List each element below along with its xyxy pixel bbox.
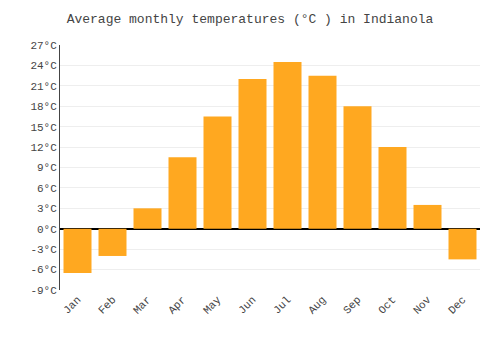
svg-text:18°C: 18°C xyxy=(30,101,57,113)
svg-text:Sep: Sep xyxy=(341,294,363,316)
svg-text:24°C: 24°C xyxy=(30,60,57,72)
svg-text:May: May xyxy=(201,294,224,317)
svg-text:Oct: Oct xyxy=(376,294,398,316)
svg-text:27°C: 27°C xyxy=(30,40,57,52)
svg-text:15°C: 15°C xyxy=(30,122,57,134)
svg-text:Jun: Jun xyxy=(236,294,258,316)
svg-text:Aug: Aug xyxy=(306,294,328,316)
svg-text:Dec: Dec xyxy=(446,294,468,316)
svg-text:6°C: 6°C xyxy=(37,183,57,195)
svg-text:-9°C: -9°C xyxy=(30,285,57,297)
svg-text:12°C: 12°C xyxy=(30,142,57,154)
svg-text:-6°C: -6°C xyxy=(30,264,57,276)
svg-text:Nov: Nov xyxy=(411,294,434,317)
svg-text:-3°C: -3°C xyxy=(30,244,57,256)
svg-text:21°C: 21°C xyxy=(30,81,57,93)
svg-text:Feb: Feb xyxy=(96,294,118,316)
svg-text:Average monthly temperatures (: Average monthly temperatures (°C ) in In… xyxy=(67,12,434,27)
svg-text:0°C: 0°C xyxy=(37,224,57,236)
svg-text:3°C: 3°C xyxy=(37,203,57,215)
svg-text:9°C: 9°C xyxy=(37,162,57,174)
svg-text:Mar: Mar xyxy=(131,294,153,316)
svg-text:Apr: Apr xyxy=(166,294,188,316)
svg-text:Jan: Jan xyxy=(61,294,83,316)
svg-text:Jul: Jul xyxy=(271,294,293,316)
